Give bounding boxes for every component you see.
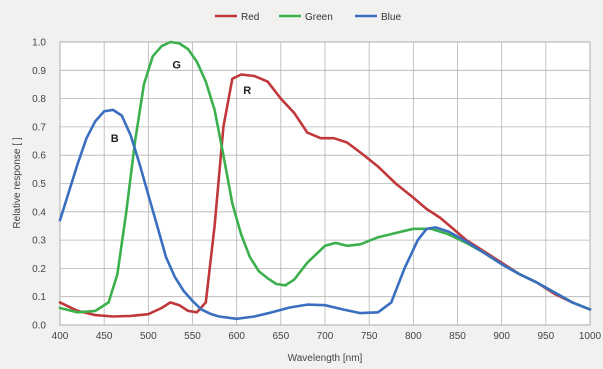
y-tick-label: 0.1 (32, 292, 46, 303)
x-tick-label: 950 (537, 331, 554, 342)
legend: Red Green Blue (215, 12, 401, 23)
x-tick-label: 900 (493, 331, 510, 342)
x-tick-label: 800 (405, 331, 422, 342)
y-tick-label: 0.7 (32, 122, 46, 133)
y-tick-label: 0.3 (32, 236, 46, 247)
y-axis-ticks: 0.0 0.1 0.2 0.3 0.4 0.5 0.6 0.7 0.8 0.9 1.0 (32, 38, 46, 332)
x-tick-label: 550 (184, 331, 201, 342)
x-tick-label: 700 (317, 331, 334, 342)
x-tick-label: 450 (96, 331, 113, 342)
y-tick-label: 0.8 (32, 94, 46, 105)
series-line-blue (58, 108, 592, 321)
y-tick-label: 0.6 (32, 151, 46, 162)
y-tick-label: 0.0 (32, 321, 46, 332)
series-labels: R G B (111, 60, 251, 146)
series-label-red: R (243, 85, 251, 97)
x-tick-label: 650 (272, 331, 289, 342)
x-axis-ticks: 400 450 500 550 600 650 700 750 800 850 900 950 1000 (52, 331, 602, 342)
series-group (58, 40, 592, 321)
y-tick-label: 0.9 (32, 66, 46, 77)
grid (59, 41, 591, 326)
y-tick-label: 0.4 (32, 207, 46, 218)
series-label-blue: B (111, 133, 119, 145)
x-tick-label: 850 (449, 331, 466, 342)
y-axis-title: Relative response [ ] (12, 137, 23, 228)
x-tick-label: 750 (361, 331, 378, 342)
x-tick-label: 600 (228, 331, 245, 342)
y-tick-label: 0.2 (32, 264, 46, 275)
legend-label-red: Red (241, 12, 259, 23)
y-tick-label: 1.0 (32, 38, 46, 49)
x-tick-label: 500 (140, 331, 157, 342)
series-label-green: G (172, 60, 181, 72)
legend-label-green: Green (305, 12, 333, 23)
x-tick-label: 400 (52, 331, 69, 342)
x-tick-label: 1000 (579, 331, 602, 342)
legend-label-blue: Blue (381, 12, 401, 23)
y-tick-label: 0.5 (32, 179, 46, 190)
x-axis-title: Wavelength [nm] (288, 353, 363, 364)
